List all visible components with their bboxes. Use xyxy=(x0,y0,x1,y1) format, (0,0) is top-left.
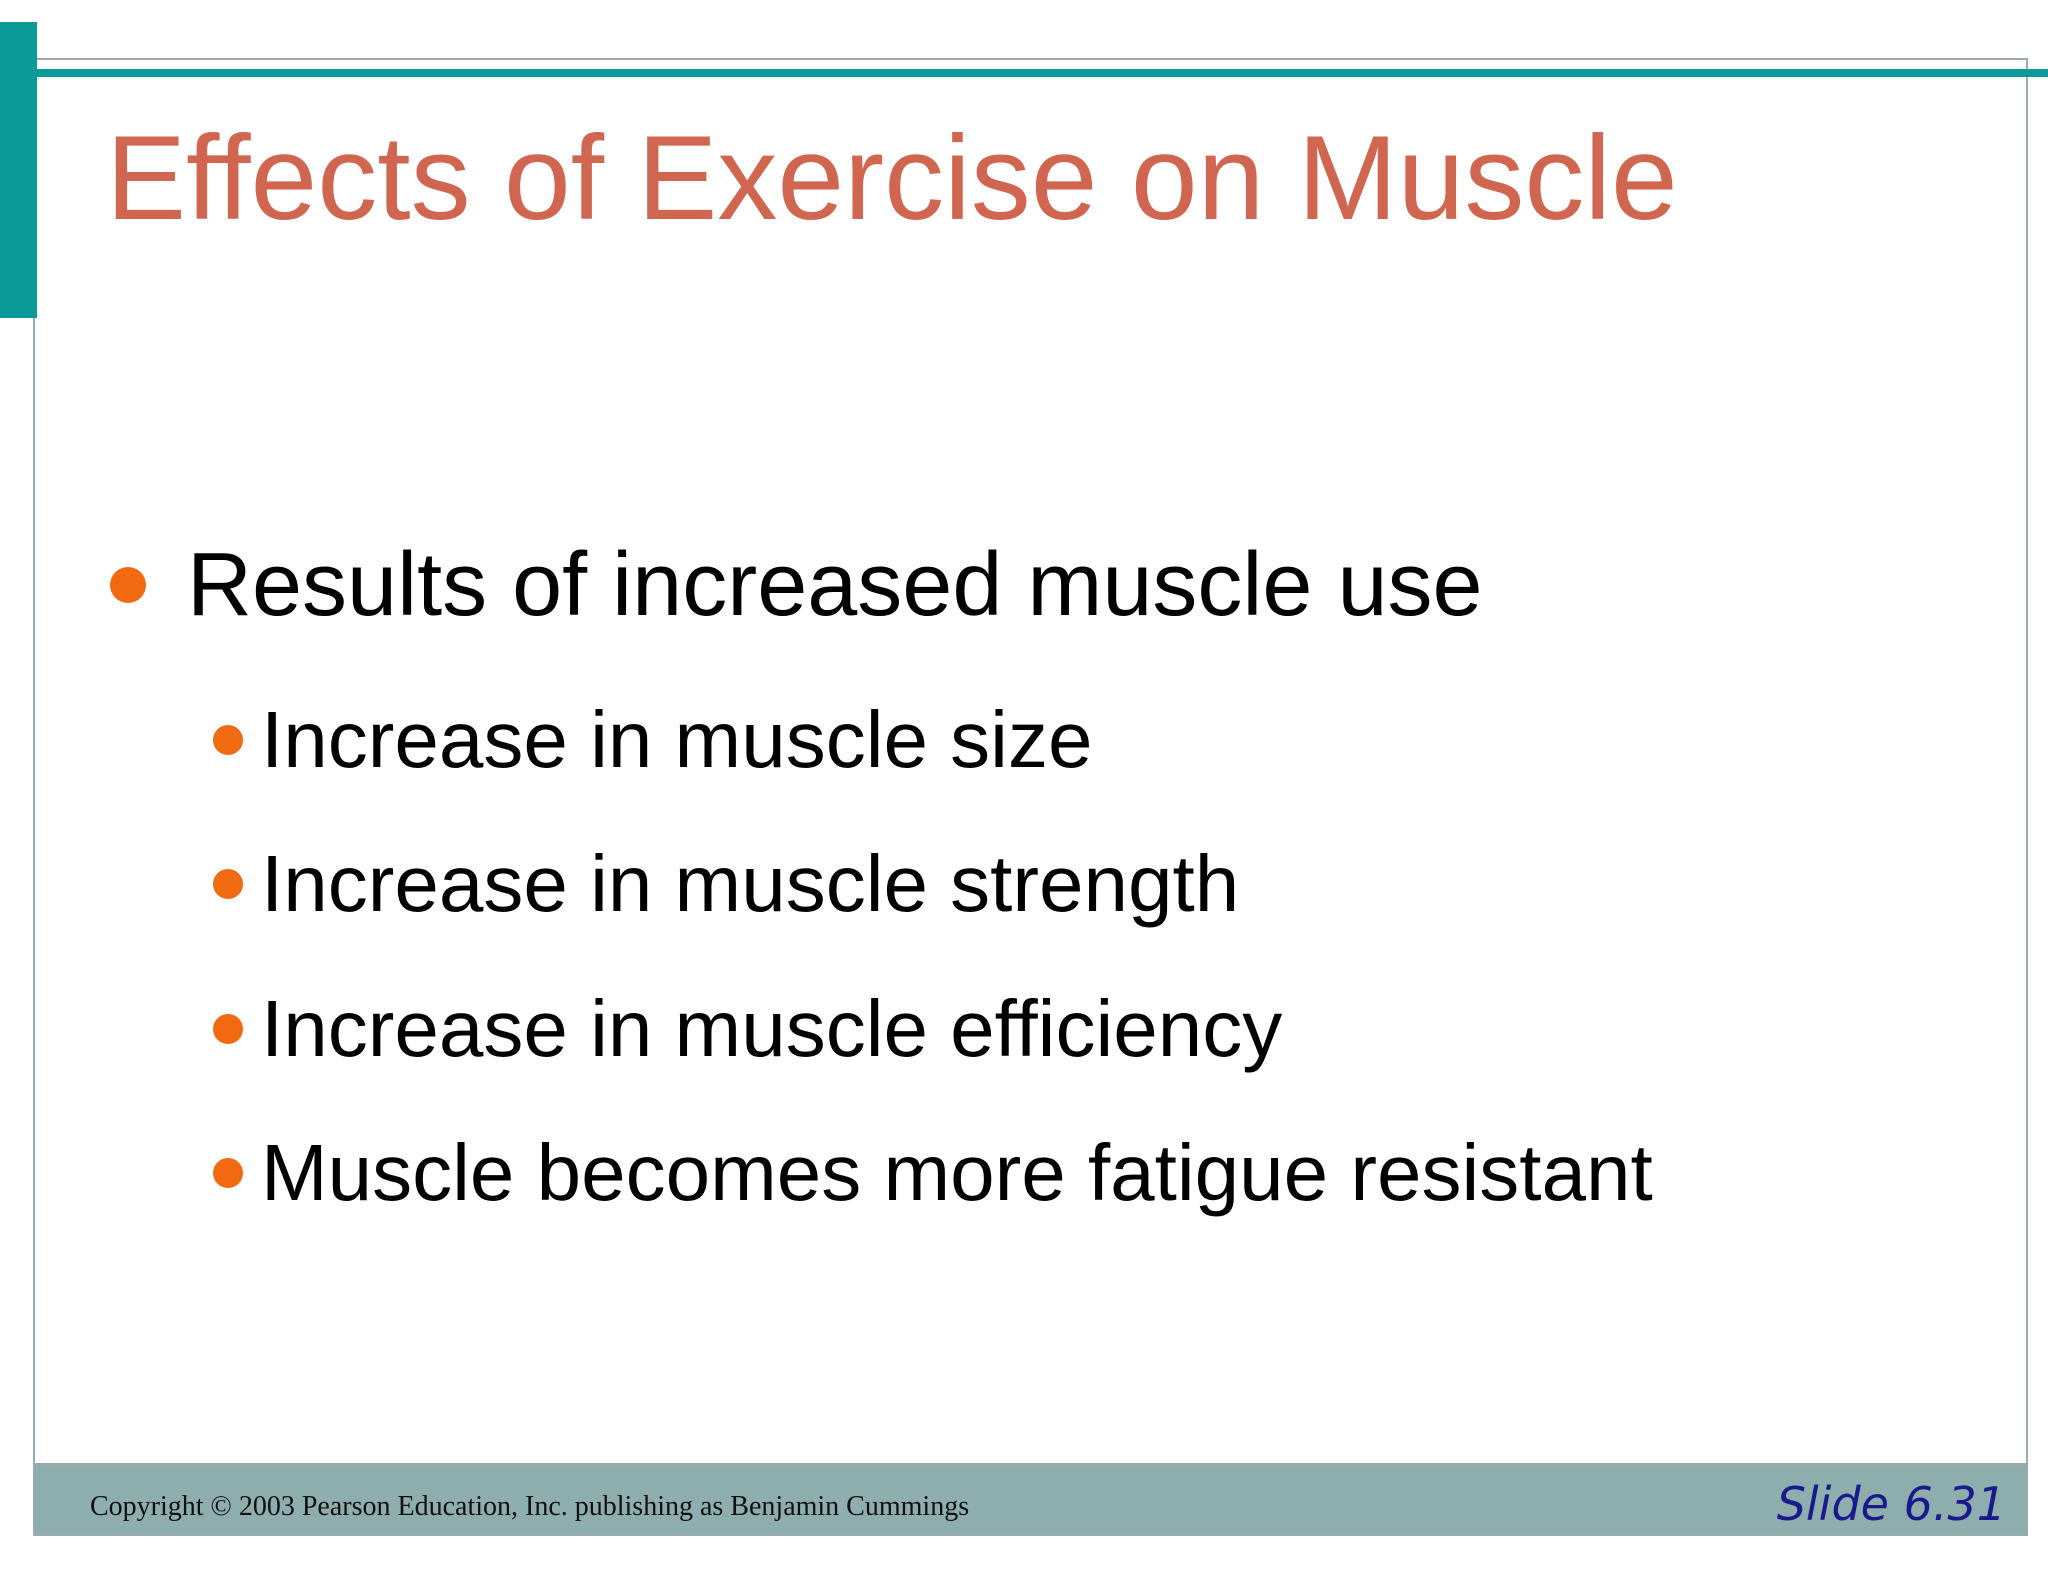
bullet-dot-icon xyxy=(213,725,243,755)
bullet-dot-icon xyxy=(213,1158,243,1188)
bullet-text: Increase in muscle efficiency xyxy=(261,984,1283,1073)
bullet-text: Increase in muscle strength xyxy=(261,839,1240,928)
bullet-dot-icon xyxy=(110,567,146,603)
bullet-text: Muscle becomes more fatigue resistant xyxy=(261,1128,1653,1217)
sub-bullet-item: Increase in muscle size xyxy=(213,694,1092,786)
copyright-text: Copyright © 2003 Pearson Education, Inc.… xyxy=(90,1491,970,1522)
sub-bullet-item: Increase in muscle efficiency xyxy=(213,983,1282,1075)
slide-number: Slide 6.31 xyxy=(1776,1477,2006,1531)
bullet-item: Results of increased muscle use xyxy=(110,535,1483,635)
bullet-dot-icon xyxy=(213,1014,243,1044)
left-accent-bar xyxy=(0,22,37,318)
bullet-text: Increase in muscle size xyxy=(261,695,1093,784)
slide-title: Effects of Exercise on Muscle xyxy=(106,111,1678,245)
top-rule-line xyxy=(33,69,2048,77)
bullet-dot-icon xyxy=(213,869,243,899)
footer-bar: Copyright © 2003 Pearson Education, Inc.… xyxy=(33,1463,2028,1536)
bullet-text: Results of increased muscle use xyxy=(187,535,1483,635)
sub-bullet-item: Muscle becomes more fatigue resistant xyxy=(213,1127,1653,1219)
sub-bullet-item: Increase in muscle strength xyxy=(213,838,1239,930)
slide-frame xyxy=(33,58,2028,1536)
